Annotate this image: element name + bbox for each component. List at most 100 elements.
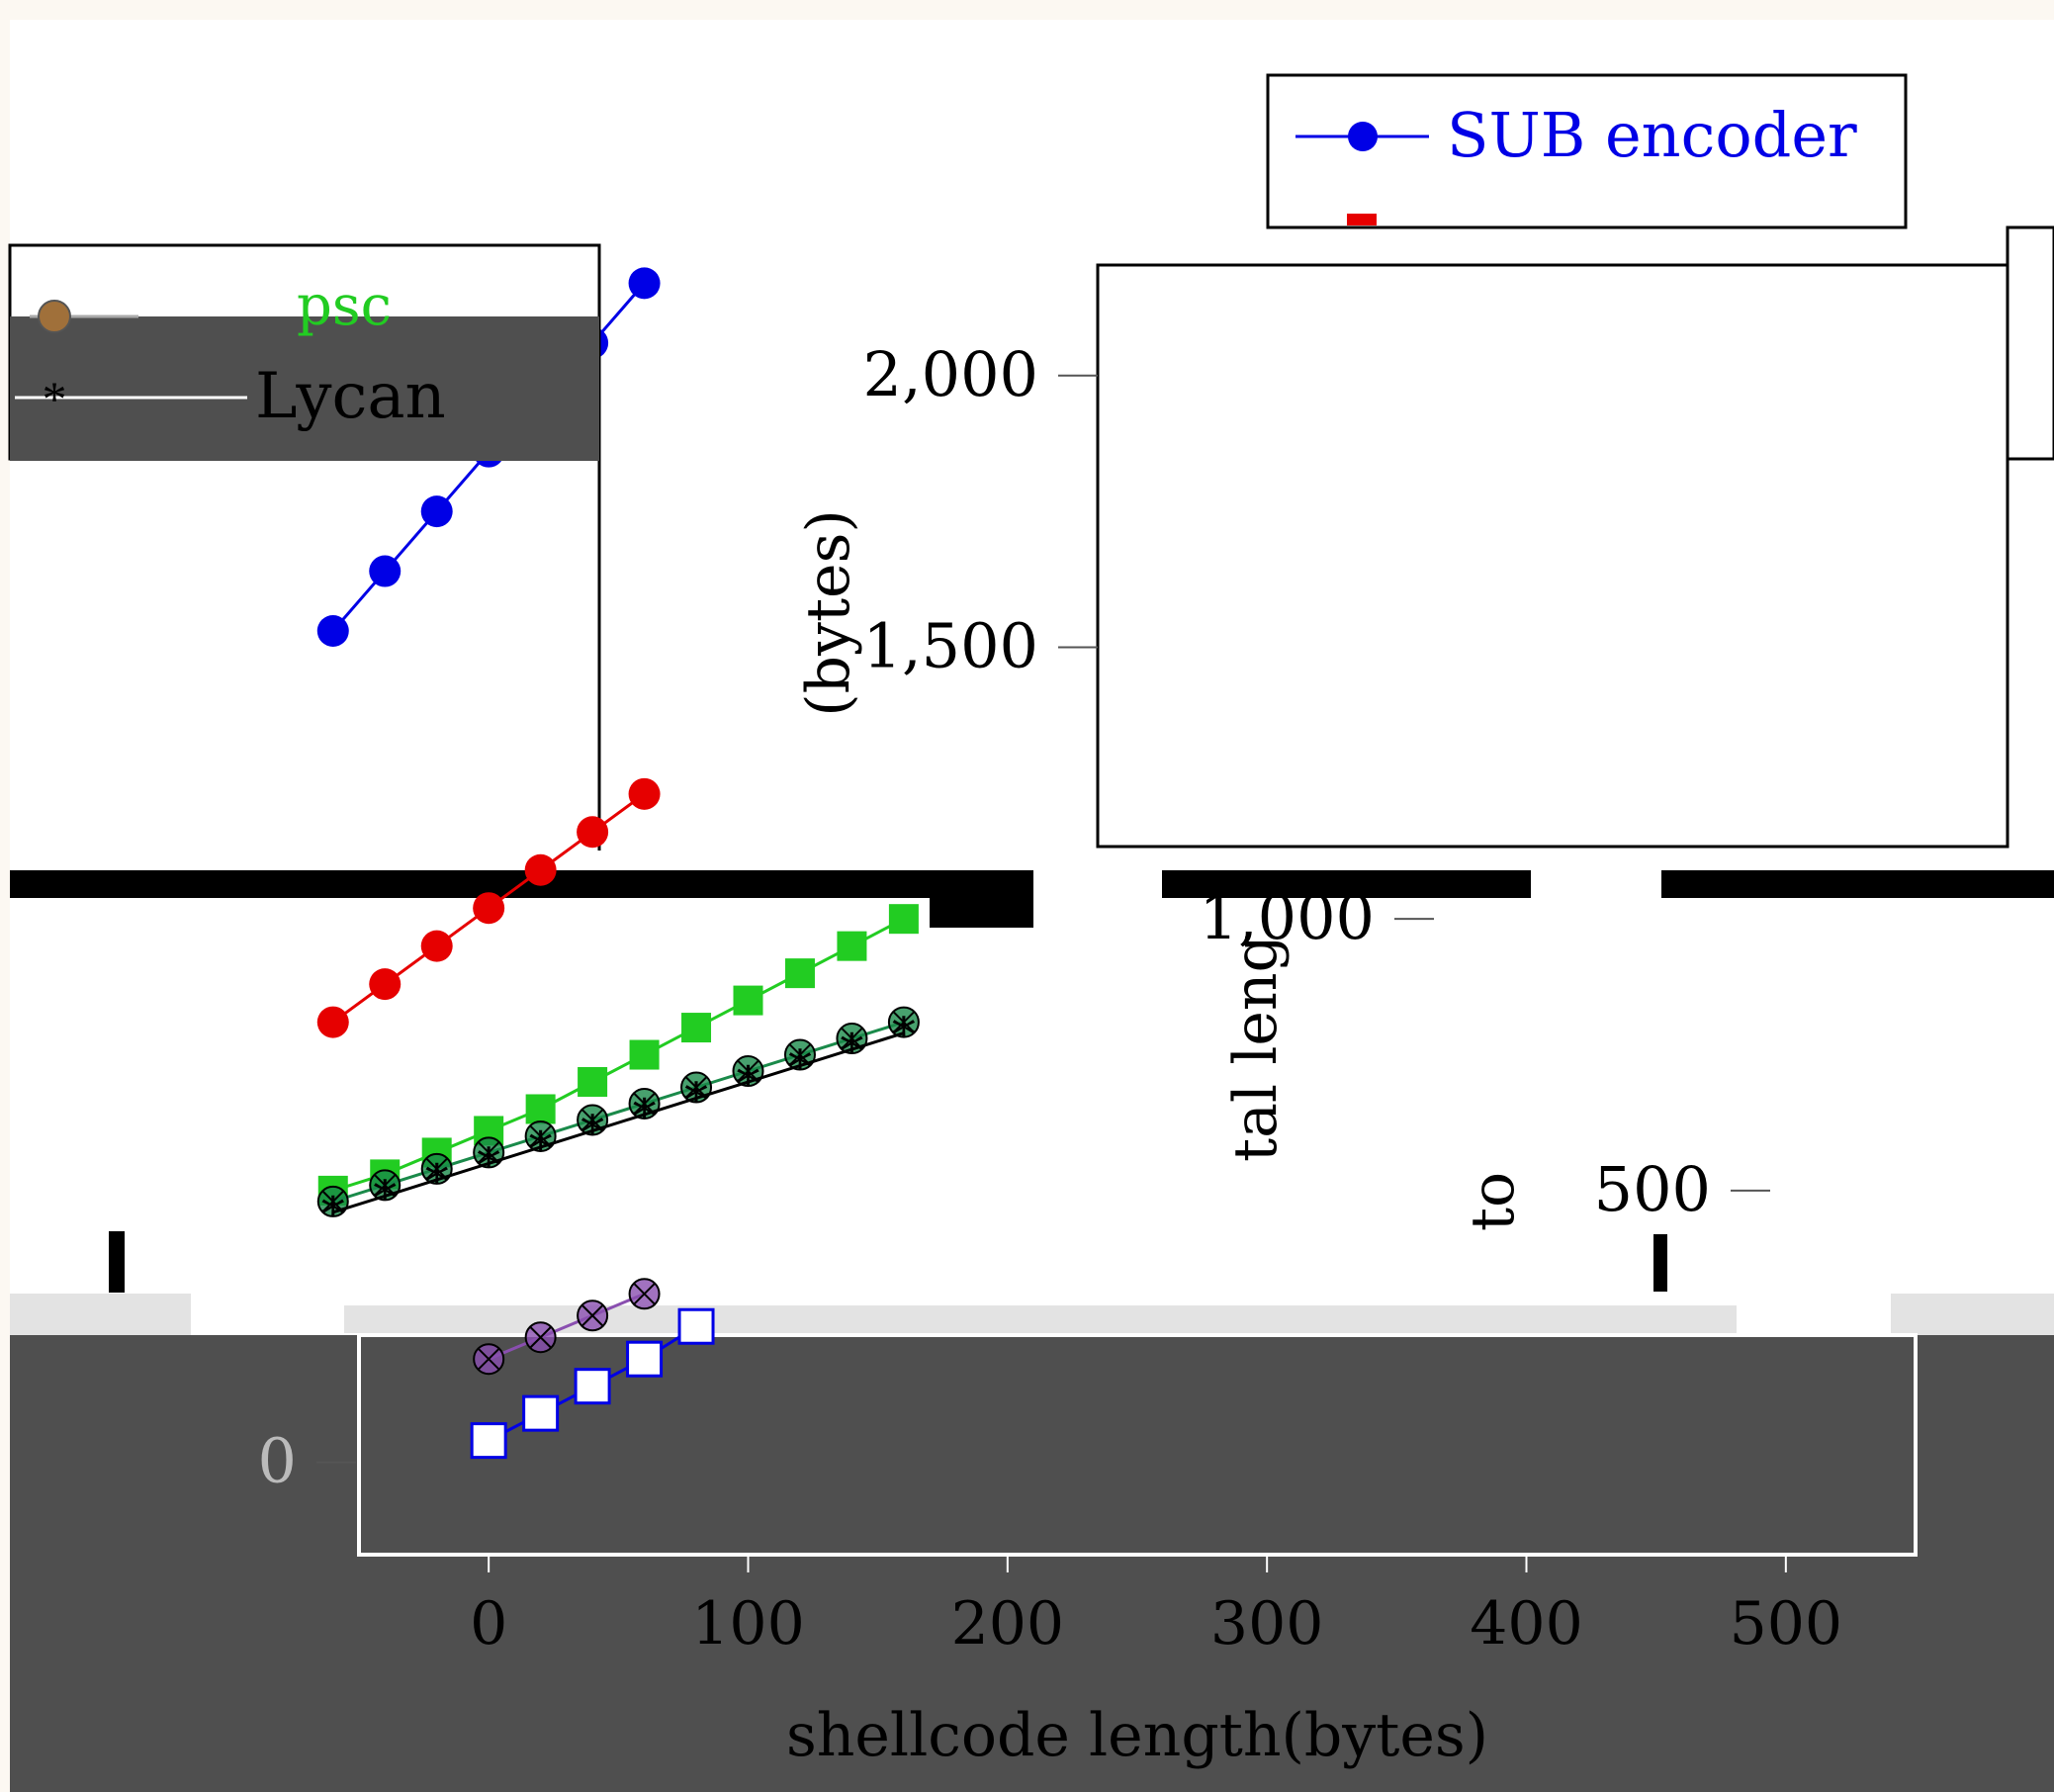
series-1-point-5: [577, 816, 609, 849]
plot-area: * * * * * * * * * * * *: [316, 267, 920, 1460]
series-4-point-9: *: [788, 1040, 812, 1096]
series-3-point-2-cross: [425, 1158, 448, 1180]
series-2-point-6: [629, 1039, 660, 1070]
series-4-point-7: *: [684, 1072, 708, 1127]
series-5-point-1-cross: [529, 1326, 552, 1348]
series-6-point-2: [574, 1368, 611, 1405]
series-0-point-1: [369, 555, 402, 587]
series-3-point-5-cross: [581, 1109, 603, 1131]
series-4-point-5: *: [580, 1105, 604, 1160]
y-axis-label-fragment-c: to: [1459, 1172, 1528, 1231]
y-tick-label-1: 500: [1594, 1153, 1711, 1225]
legend-left-fragment: psc * Lycan: [8, 243, 601, 461]
legend-main: SUB encoder: [1266, 73, 1908, 229]
black-bar-2: [1162, 870, 1531, 898]
series-3-point-9-cross: [789, 1043, 811, 1066]
series-1-point-1: [369, 968, 402, 1001]
x-tick-label-1: 100: [691, 1589, 805, 1658]
lower-plot-frame: [357, 1333, 1918, 1557]
series-6-point-0: [470, 1422, 507, 1460]
series-5-point-2: [577, 1299, 609, 1332]
series-4-point-4: *: [529, 1121, 553, 1177]
series-2-point-11: [888, 904, 919, 935]
series-1-point-2: [420, 930, 453, 962]
x-tick-label-5: 500: [1730, 1589, 1843, 1658]
y-tick-label-4: 2,000: [863, 338, 1039, 410]
series-5-point-0: [473, 1343, 505, 1376]
series-6-point-4: [677, 1307, 715, 1345]
series-0-point-0: [316, 614, 349, 647]
series-4-point-11: *: [892, 1008, 916, 1063]
series-5-point-1: [524, 1321, 557, 1354]
legend-marker-sub-encoder: [1348, 122, 1378, 151]
series-2-point-4: [525, 1094, 556, 1124]
series-line-4: [332, 1031, 905, 1214]
series-4-point-6: *: [633, 1089, 657, 1144]
y-tick-label-0: 0: [258, 1425, 297, 1497]
series-line-5: [488, 1292, 646, 1361]
series-4-point-3: *: [477, 1137, 500, 1193]
y-axis-label-fragments: (bytes) tal leng to: [794, 509, 1528, 1231]
x-tick-label-0: 0: [470, 1589, 507, 1658]
series-5-point-3: [628, 1278, 661, 1310]
series-6-point-1: [522, 1394, 560, 1432]
black-bar-3: [1661, 870, 2054, 898]
series-3-point-3-cross: [478, 1141, 499, 1164]
black-tick-mark-2: [1653, 1234, 1667, 1292]
series-2-point-5: [578, 1067, 608, 1098]
dark-panel-bottom: [10, 1335, 2054, 1792]
legend-left-dark-row: [10, 316, 599, 461]
series-5-point-3-cross: [633, 1283, 656, 1304]
series-3-point-1-cross: [374, 1174, 396, 1197]
series-1-point-4: [524, 853, 557, 886]
series-2-point-8: [733, 985, 763, 1016]
black-bar-4: [930, 870, 1033, 928]
series-3-point-7-cross: [685, 1076, 707, 1099]
series-3-point-6-cross: [633, 1093, 656, 1115]
black-tick-mark-1: [109, 1231, 125, 1293]
inner-frame-top: [1096, 263, 2009, 849]
series-3-point-10-cross: [841, 1028, 863, 1049]
legend-box: [1266, 73, 1908, 229]
right-frame-edge: [2006, 225, 2054, 461]
y-axis-label-fragment-b: tal leng: [1221, 935, 1291, 1162]
legend-label-psc: psc: [297, 274, 392, 338]
series-4-point-2: *: [425, 1154, 449, 1210]
series-0-point-6: [628, 267, 661, 300]
series-4-point-1: *: [373, 1170, 397, 1225]
light-strip-2: [344, 1305, 1737, 1333]
series-3-point-11: [887, 1006, 920, 1038]
axes: 0 100 200 300 400 500 0 500 1,000 1,500 2,000: [258, 338, 1843, 1658]
series-5-point-2-cross: [581, 1304, 603, 1326]
legend-marker-psc: [38, 300, 71, 333]
x-tick-label-3: 300: [1210, 1589, 1324, 1658]
series-0-point-2: [420, 495, 453, 528]
legend-label-sub-encoder: SUB encoder: [1447, 99, 1857, 171]
series-2-point-10: [837, 931, 867, 961]
legend-marker-lycan: *: [43, 371, 67, 426]
series-5-point-0-cross: [478, 1348, 499, 1370]
series-1-point-0: [316, 1006, 349, 1038]
legend-marker-alpha2: [1347, 214, 1377, 225]
series-4-point-8: *: [737, 1056, 760, 1112]
series-1-point-3: [473, 892, 505, 925]
legend-label-lycan: Lycan: [255, 360, 446, 433]
series-4-point-10: *: [840, 1024, 863, 1079]
series-3-point-11-cross: [893, 1011, 915, 1033]
series-1-point-6: [628, 777, 661, 810]
x-tick-label-2: 200: [951, 1589, 1065, 1658]
y-tick-label-3: 1,500: [863, 609, 1039, 681]
series-2-point-7: [681, 1013, 712, 1043]
series-3-point-4-cross: [529, 1125, 552, 1147]
y-tick-label-2: 1,000: [1200, 881, 1376, 953]
series-3-point-8-cross: [737, 1060, 759, 1082]
x-axis-label: shellcode length(bytes): [786, 1701, 1488, 1770]
y-axis-label-fragment-a: (bytes): [794, 509, 863, 717]
series-6-point-3: [626, 1340, 664, 1378]
light-strip-3: [1891, 1294, 2054, 1335]
series-4-point-0: *: [321, 1187, 345, 1242]
light-strip-1: [10, 1294, 191, 1335]
series-2-point-9: [784, 958, 815, 989]
